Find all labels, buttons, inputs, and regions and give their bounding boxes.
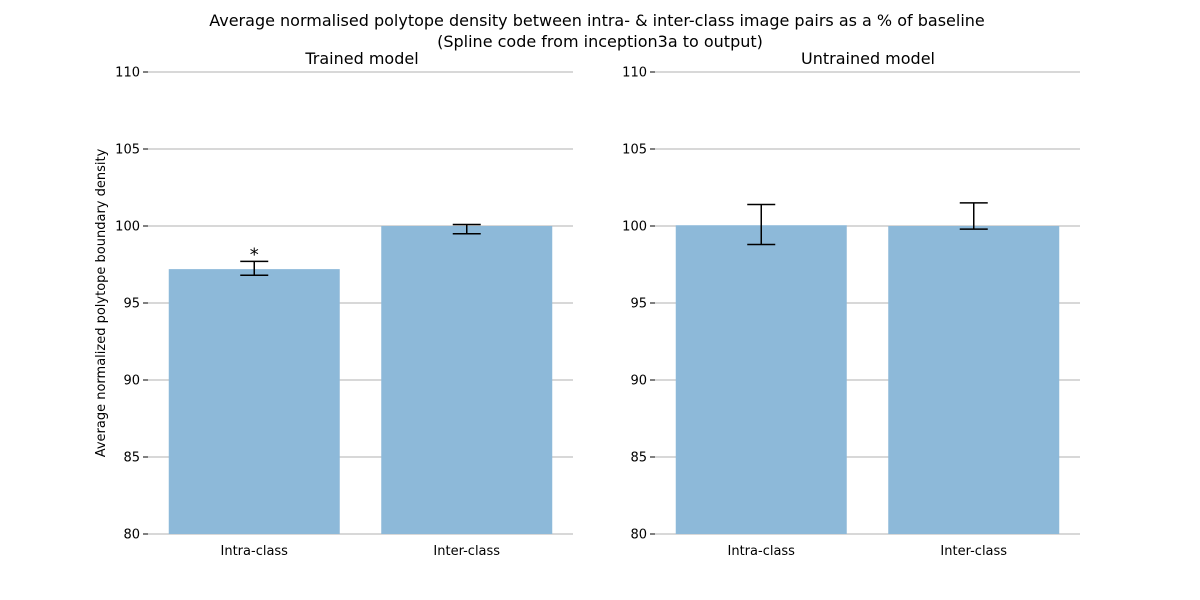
trained-model-panel: Trained model Average normalized polytop… xyxy=(94,49,573,559)
significance-marker: * xyxy=(250,244,259,265)
y-tick-label: 100 xyxy=(622,220,647,235)
bar xyxy=(168,269,340,534)
x-tick-label: Intra-class xyxy=(221,544,289,559)
untrained-model-title: Untrained model xyxy=(801,49,935,68)
untrained-model-panel: Untrained model 80 85 90 95 100 105 110 Intra-c… xyxy=(622,49,1080,559)
y-tick-label: 110 xyxy=(622,66,647,81)
bar xyxy=(381,226,553,534)
y-tick-label: 105 xyxy=(622,143,647,158)
y-axis-label: Average normalized polytope boundary den… xyxy=(94,148,109,457)
figure-title-line1: Average normalised polytope density betw… xyxy=(209,11,985,30)
y-tick-label: 85 xyxy=(123,451,140,466)
x-tick-label: Intra-class xyxy=(728,544,796,559)
bar xyxy=(888,226,1060,534)
bar xyxy=(675,225,847,535)
y-tick-label: 85 xyxy=(630,451,647,466)
y-tick-label: 100 xyxy=(115,220,140,235)
trained-model-plot-area: 80 85 90 95 100 105 110 * Intra-class Inter-class xyxy=(115,66,573,559)
x-tick-label: Inter-class xyxy=(433,544,500,559)
y-tick-label: 105 xyxy=(115,143,140,158)
trained-model-title: Trained model xyxy=(304,49,418,68)
y-tick-label: 80 xyxy=(630,528,647,543)
y-tick-label: 90 xyxy=(630,374,647,389)
y-tick-label: 95 xyxy=(630,297,647,312)
x-tick-label: Inter-class xyxy=(940,544,1007,559)
y-tick-label: 110 xyxy=(115,66,140,81)
figure-title-line2: (Spline code from inception3a to output) xyxy=(437,32,763,51)
y-tick-label: 95 xyxy=(123,297,140,312)
y-tick-label: 80 xyxy=(123,528,140,543)
y-tick-label: 90 xyxy=(123,374,140,389)
untrained-model-plot-area: 80 85 90 95 100 105 110 Intra-class Inter-class xyxy=(622,66,1080,559)
